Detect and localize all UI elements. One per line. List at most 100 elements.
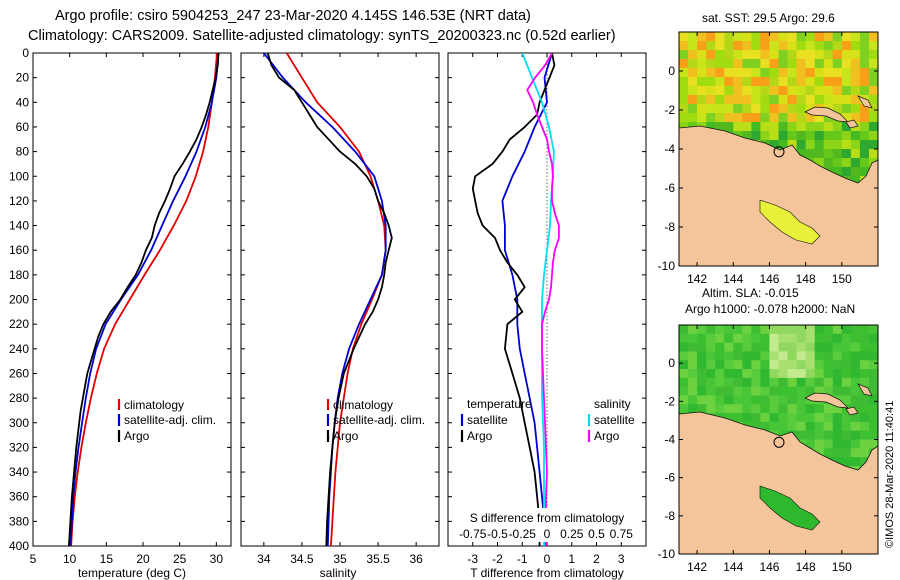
map-grid-cell — [868, 333, 878, 344]
map-grid-cell — [859, 404, 870, 414]
map-grid-cell — [679, 351, 689, 361]
map-grid-cell — [850, 413, 861, 423]
map-grid-cell — [706, 122, 716, 132]
map-grid-cell — [778, 59, 789, 69]
map-grid-cell — [841, 149, 852, 159]
map-grid-cell — [778, 32, 789, 42]
map-grid-cell — [787, 32, 798, 42]
map-grid-cell — [850, 176, 861, 186]
map-grid-cell — [832, 413, 843, 423]
map-grid-cell — [760, 77, 771, 87]
map-grid-cell — [859, 369, 870, 379]
legend-title-salinity: salinity — [594, 397, 631, 411]
map-y-tick-label: -8 — [664, 509, 675, 523]
x-tick-label: 20 — [136, 552, 150, 566]
map-grid-cell — [688, 351, 698, 361]
map-grid-cell — [850, 325, 861, 335]
map-grid-cell — [796, 32, 807, 42]
map-grid-cell — [769, 342, 780, 353]
map-grid-cell — [751, 369, 762, 379]
map-grid-cell — [715, 351, 725, 361]
legend-title-temperature: temperature — [467, 397, 532, 411]
map-grid-cell — [787, 95, 798, 105]
map-grid-cell — [778, 421, 789, 432]
map-y-tick-label: 0 — [668, 356, 675, 370]
map-grid-cell — [697, 104, 707, 114]
map-grid-cell — [706, 59, 716, 69]
map-grid-cell — [778, 360, 789, 370]
x-tick-label: 10 — [63, 552, 77, 566]
map-grid-cell — [814, 386, 825, 397]
map-grid-cell — [823, 360, 834, 370]
map-grid-cell — [805, 386, 816, 397]
map-grid-cell — [679, 325, 689, 335]
map-grid-cell — [859, 149, 870, 159]
map-grid-cell — [841, 386, 852, 397]
map-grid-cell — [697, 113, 707, 123]
depth-axis: 0 20 40 60 80 100 120 140 160 180 200 220 240 260 280 3… — [9, 46, 29, 553]
map-grid-cell — [679, 68, 689, 78]
temperature-x-ticks: 5 10 15 20 25 30 — [30, 52, 231, 566]
map-grid-cell — [787, 68, 798, 78]
map-grid-cell — [796, 333, 807, 344]
map-grid-cell — [805, 131, 816, 141]
map-grid-cell — [859, 140, 870, 150]
map-grid-cell — [697, 68, 707, 78]
map-grid-cell — [868, 104, 878, 114]
map-grid-cell — [679, 77, 689, 87]
series-line-salinity-argo — [526, 53, 560, 546]
map-grid-cell — [697, 50, 707, 60]
map-x-tick-label: 150 — [832, 272, 852, 286]
map-grid-cell — [805, 149, 816, 159]
map-grid-cell — [778, 386, 789, 397]
map-grid-cell — [778, 369, 789, 379]
map-grid-cell — [778, 131, 789, 141]
map-y-tick-label: -10 — [658, 547, 676, 561]
map-grid-cell — [715, 86, 725, 96]
map-grid-cell — [859, 113, 870, 123]
map-grid-cell — [778, 404, 789, 414]
salinity-x-ticks: 34 34.5 35 35.5 36 — [241, 52, 439, 566]
map-grid-cell — [679, 41, 689, 51]
map-grid-cell — [715, 32, 725, 42]
map-y-tick-label: -6 — [664, 471, 675, 485]
map-grid-cell — [724, 386, 734, 397]
x-tick-label: -1 — [517, 552, 528, 566]
s-difference-label: S difference from climatology — [470, 511, 625, 525]
map-grid-cell — [859, 421, 870, 432]
map-grid-cell — [805, 68, 816, 78]
map-grid-cell — [859, 41, 870, 51]
map-grid-cell — [769, 86, 780, 96]
map-grid-cell — [697, 395, 707, 405]
map-grid-cell — [751, 395, 762, 405]
map-grid-cell — [751, 68, 762, 78]
map-grid-cell — [868, 386, 878, 397]
map-grid-cell — [868, 86, 878, 96]
depth-tick-label: 280 — [9, 391, 29, 405]
map-grid-cell — [724, 325, 734, 335]
map-grid-cell — [742, 325, 752, 335]
map-grid-cell — [796, 50, 807, 60]
map-grid-cell — [832, 369, 843, 379]
map-grid-cell — [823, 404, 834, 414]
map-grid-cell — [769, 104, 780, 114]
map-grid-cell — [760, 421, 771, 432]
map-grid-cell — [832, 50, 843, 60]
map-grid-cell — [715, 395, 725, 405]
map-grid-cell — [841, 413, 852, 423]
map-grid-cell — [850, 32, 861, 42]
map-grid-cell — [859, 131, 870, 141]
map-grid-cell — [706, 104, 716, 114]
sst-land-mass — [679, 125, 878, 266]
series-line-salinity-satellite — [521, 53, 555, 546]
map-grid-cell — [850, 421, 861, 432]
map-grid-cell — [697, 86, 707, 96]
map-grid-cell — [787, 404, 798, 414]
map-grid-cell — [742, 113, 752, 123]
map-grid-cell — [796, 149, 807, 159]
map-grid-cell — [769, 68, 780, 78]
depth-tick-label: 300 — [9, 416, 29, 430]
map-grid-cell — [706, 360, 716, 370]
map-grid-cell — [841, 421, 852, 432]
map-grid-cell — [796, 360, 807, 370]
